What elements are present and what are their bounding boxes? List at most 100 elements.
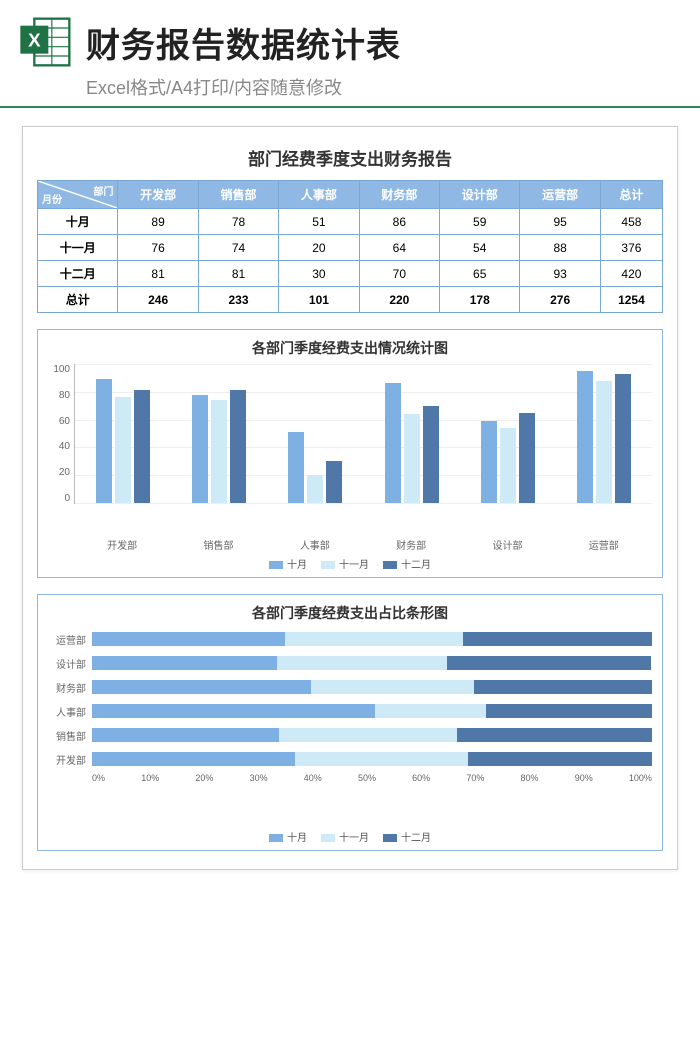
cell: 376 [600, 235, 662, 261]
row-label: 销售部 [48, 728, 92, 743]
chart1-yaxis: 100806040200 [48, 364, 74, 504]
report-title: 部门经费季度支出财务报告 [37, 145, 663, 170]
chart2-title: 各部门季度经费支出占比条形图 [48, 603, 652, 623]
legend-item: 十二月 [383, 556, 431, 571]
bar-group [556, 364, 652, 503]
stacked-row: 开发部 [48, 749, 652, 769]
page-title: 财务报告数据统计表 [86, 18, 401, 67]
bar [192, 395, 208, 503]
segment [375, 704, 486, 718]
x-label: 运营部 [556, 534, 652, 552]
col-header: 财务部 [359, 181, 439, 209]
x-tick: 10% [141, 773, 159, 783]
bar [500, 428, 516, 503]
row-header: 十一月 [38, 235, 118, 261]
x-tick: 20% [195, 773, 213, 783]
segment [92, 728, 279, 742]
col-header: 总计 [600, 181, 662, 209]
x-tick: 60% [412, 773, 430, 783]
cell: 220 [359, 287, 439, 313]
x-tick: 0% [92, 773, 105, 783]
cell: 76 [118, 235, 198, 261]
chart2-legend: 十月十一月十二月 [48, 829, 652, 844]
cell: 20 [279, 235, 359, 261]
bar-group [364, 364, 460, 503]
x-label: 设计部 [459, 534, 555, 552]
bar-group [267, 364, 363, 503]
cell: 233 [198, 287, 278, 313]
segment [463, 632, 652, 646]
bar [288, 432, 304, 503]
chart1-plot [74, 364, 652, 504]
cell: 276 [520, 287, 600, 313]
bar-group [171, 364, 267, 503]
chart1-title: 各部门季度经费支出情况统计图 [48, 338, 652, 358]
cell: 93 [520, 261, 600, 287]
row-header: 总计 [38, 287, 118, 313]
cell: 30 [279, 261, 359, 287]
bar [230, 390, 246, 503]
bar [519, 413, 535, 503]
document-preview: 部门经费季度支出财务报告 部门 月份 开发部 销售部 人事部 财务部 设计部 运… [22, 126, 678, 870]
cell: 59 [440, 209, 520, 235]
cell: 420 [600, 261, 662, 287]
stacked-chart: 运营部设计部财务部人事部销售部开发部 0%10%20%30%40%50%60%7… [48, 629, 652, 825]
bar [307, 475, 323, 503]
segment [457, 728, 652, 742]
cell: 81 [118, 261, 198, 287]
bar [96, 379, 112, 503]
bar [596, 381, 612, 503]
col-header: 开发部 [118, 181, 198, 209]
stacked-row: 人事部 [48, 701, 652, 721]
cell: 70 [359, 261, 439, 287]
segment [474, 680, 652, 694]
bar [423, 406, 439, 503]
cell: 74 [198, 235, 278, 261]
segment [486, 704, 652, 718]
legend-item: 十月 [269, 829, 307, 844]
chart1-xaxis: 开发部销售部人事部财务部设计部运营部 [74, 534, 652, 552]
cell: 65 [440, 261, 520, 287]
stacked-row: 销售部 [48, 725, 652, 745]
segment [92, 704, 375, 718]
x-tick: 30% [250, 773, 268, 783]
bar-group [75, 364, 171, 503]
segment [295, 752, 468, 766]
bar [115, 397, 131, 503]
x-label: 财务部 [363, 534, 459, 552]
stacked-row: 设计部 [48, 653, 652, 673]
x-label: 销售部 [170, 534, 266, 552]
data-table: 部门 月份 开发部 销售部 人事部 财务部 设计部 运营部 总计 十月89785… [37, 180, 663, 313]
legend-item: 十二月 [383, 829, 431, 844]
stacked-chart-panel: 各部门季度经费支出占比条形图 运营部设计部财务部人事部销售部开发部 0%10%2… [37, 594, 663, 851]
x-tick: 50% [358, 773, 376, 783]
bar [326, 461, 342, 503]
cell: 78 [198, 209, 278, 235]
cell: 458 [600, 209, 662, 235]
stacked-row: 财务部 [48, 677, 652, 697]
x-label: 人事部 [267, 534, 363, 552]
cell: 178 [440, 287, 520, 313]
x-label: 开发部 [74, 534, 170, 552]
table-corner: 部门 月份 [38, 181, 118, 209]
chart2-xaxis: 0%10%20%30%40%50%60%70%80%90%100% [92, 773, 652, 783]
excel-icon: X [18, 14, 74, 70]
row-label: 人事部 [48, 704, 92, 719]
x-tick: 80% [521, 773, 539, 783]
x-tick: 90% [575, 773, 593, 783]
col-header: 设计部 [440, 181, 520, 209]
bar-group [460, 364, 556, 503]
bar [577, 371, 593, 503]
cell: 101 [279, 287, 359, 313]
x-tick: 70% [466, 773, 484, 783]
cell: 95 [520, 209, 600, 235]
x-tick: 100% [629, 773, 652, 783]
cell: 1254 [600, 287, 662, 313]
cell: 54 [440, 235, 520, 261]
bar-chart-panel: 各部门季度经费支出情况统计图 100806040200 开发部销售部人事部财务部… [37, 329, 663, 578]
cell: 81 [198, 261, 278, 287]
legend-item: 十一月 [321, 829, 369, 844]
legend-item: 十一月 [321, 556, 369, 571]
row-header: 十月 [38, 209, 118, 235]
app-header: X 财务报告数据统计表 [0, 0, 700, 74]
